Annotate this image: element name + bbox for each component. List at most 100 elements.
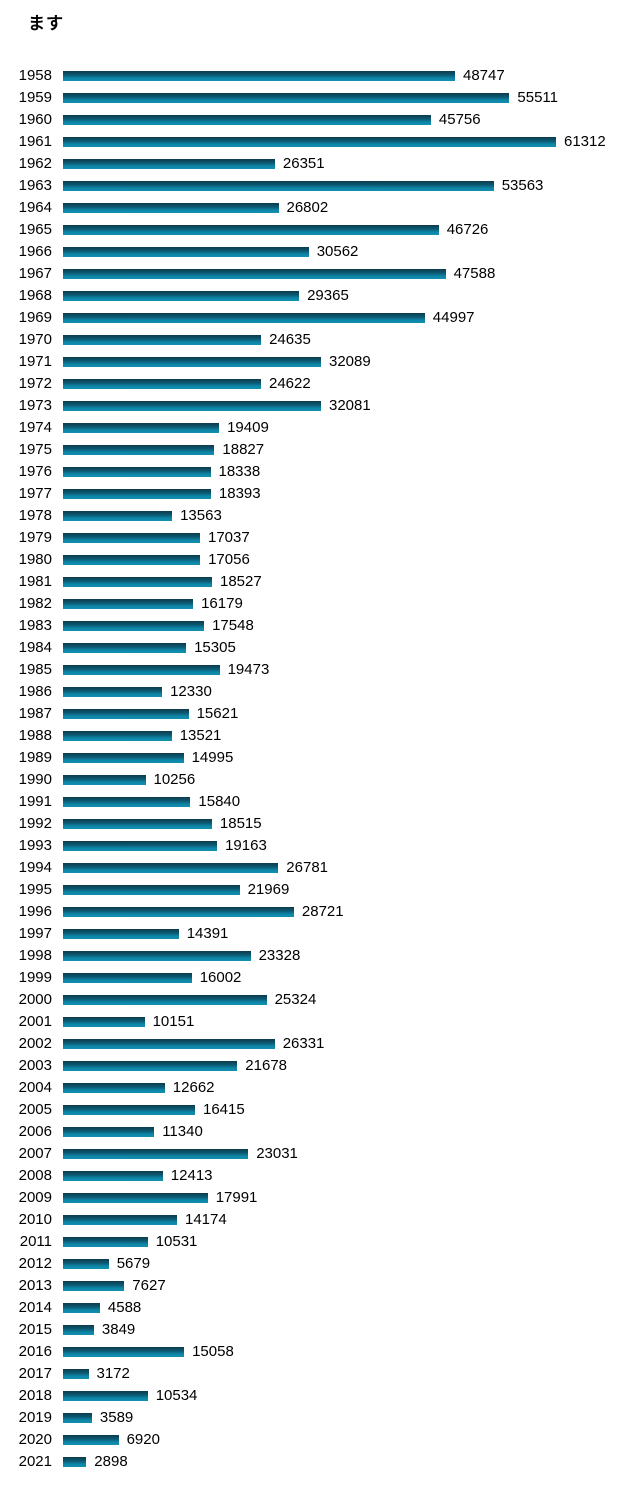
category-label: 1977 [18, 485, 52, 502]
bar [63, 423, 220, 433]
category-label: 1981 [18, 573, 52, 590]
bar [63, 797, 191, 807]
category-label: 1984 [18, 639, 52, 656]
category-label: 2015 [18, 1321, 52, 1338]
chart-row: 1987 15621 [0, 703, 642, 725]
bar [63, 1413, 92, 1423]
category-label: 1985 [18, 661, 52, 678]
value-label: 16179 [201, 595, 243, 612]
category-label: 2001 [18, 1013, 52, 1030]
chart-row: 1977 18393 [0, 483, 642, 505]
value-label: 23031 [256, 1145, 298, 1162]
bar [63, 357, 321, 367]
bar [63, 1105, 195, 1115]
value-label: 17991 [215, 1189, 258, 1206]
chart-row: 2007 23031 [0, 1143, 642, 1165]
chart-row: 1970 24635 [0, 329, 642, 351]
chart-row: 2014 4588 [0, 1297, 642, 1319]
value-label: 24635 [269, 331, 311, 348]
value-label: 18827 [222, 441, 265, 458]
value-label: 24622 [269, 375, 311, 392]
bar [63, 885, 240, 895]
chart-rows: 1958 48747 1959 55511 1960 45756 1961 61… [0, 65, 642, 1473]
bar [63, 599, 194, 609]
category-label: 1995 [18, 881, 52, 898]
value-label: 32089 [329, 353, 371, 370]
chart-row: 2010 14174 [0, 1209, 642, 1231]
category-label: 2010 [18, 1211, 52, 1228]
value-label: 45756 [438, 111, 481, 128]
category-label: 2005 [18, 1101, 52, 1118]
category-label: 1975 [18, 441, 52, 458]
value-label: 10531 [155, 1233, 198, 1250]
chart-row: 1960 45756 [0, 109, 642, 131]
value-label: 16415 [203, 1101, 245, 1118]
chart-row: 1959 55511 [0, 87, 642, 109]
chart-row: 1969 44997 [0, 307, 642, 329]
chart-row: 2019 3589 [0, 1407, 642, 1429]
value-label: 19473 [227, 661, 270, 678]
category-label: 1999 [18, 969, 52, 986]
bar [63, 1083, 165, 1093]
bar [63, 445, 215, 455]
bar [63, 1325, 94, 1335]
bar [63, 665, 220, 675]
chart-row: 2009 17991 [0, 1187, 642, 1209]
category-label: 2006 [18, 1123, 52, 1140]
value-label: 32081 [329, 397, 371, 414]
chart-row: 2004 12662 [0, 1077, 642, 1099]
value-label: 29365 [307, 287, 349, 304]
bar [63, 115, 431, 125]
category-label: 1973 [18, 397, 52, 414]
value-label: 18515 [219, 815, 262, 832]
bar [63, 1193, 208, 1203]
category-label: 1997 [18, 925, 52, 942]
chart-row: 1984 15305 [0, 637, 642, 659]
category-label: 1968 [18, 287, 52, 304]
value-label: 15305 [194, 639, 236, 656]
bar [63, 511, 173, 521]
category-label: 1982 [18, 595, 52, 612]
category-label: 2016 [18, 1343, 52, 1360]
category-label: 1964 [18, 199, 52, 216]
bar [63, 1149, 249, 1159]
value-label: 10151 [152, 1013, 195, 1030]
category-label: 1969 [18, 309, 52, 326]
chart-row: 2021 2898 [0, 1451, 642, 1473]
value-label: 5679 [116, 1255, 151, 1272]
bar [63, 1171, 163, 1181]
value-label: 14391 [186, 925, 229, 942]
chart-row: 1981 18527 [0, 571, 642, 593]
bar [63, 1391, 148, 1401]
bar [63, 863, 279, 873]
bar [63, 93, 510, 103]
bar [63, 1457, 87, 1467]
chart-row: 1979 17037 [0, 527, 642, 549]
bar [63, 731, 172, 741]
chart-row: 1978 13563 [0, 505, 642, 527]
value-label: 12330 [170, 683, 212, 700]
value-label: 17548 [212, 617, 254, 634]
value-label: 26802 [286, 199, 329, 216]
chart-row: 1991 15840 [0, 791, 642, 813]
bar [63, 621, 205, 631]
chart-row: 1964 26802 [0, 197, 642, 219]
value-label: 18338 [218, 463, 261, 480]
bar [63, 1039, 275, 1049]
bar [63, 137, 556, 147]
value-label: 19409 [227, 419, 269, 436]
chart-row: 1975 18827 [0, 439, 642, 461]
value-label: 17037 [208, 529, 250, 546]
bar [63, 203, 279, 213]
bar [63, 1127, 155, 1137]
category-label: 1990 [18, 771, 52, 788]
chart-row: 1972 24622 [0, 373, 642, 395]
category-label: 2011 [19, 1233, 52, 1250]
value-label: 55511 [517, 89, 558, 106]
bar [63, 467, 211, 477]
value-label: 3172 [96, 1365, 130, 1382]
bar [63, 269, 446, 279]
chart-row: 1994 26781 [0, 857, 642, 879]
bar [63, 1017, 145, 1027]
